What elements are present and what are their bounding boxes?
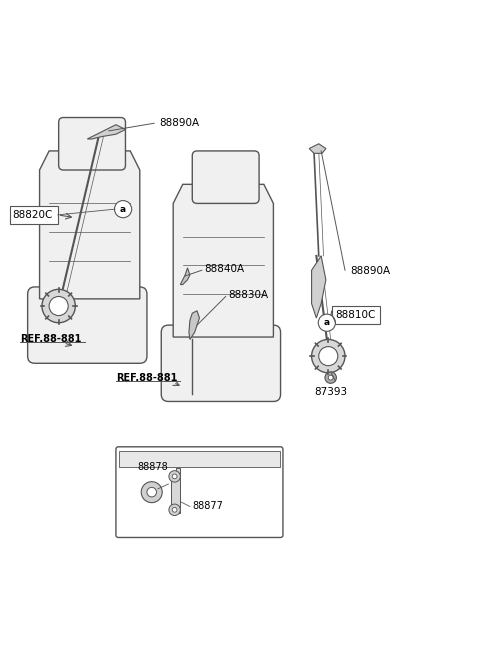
Circle shape (169, 471, 180, 482)
FancyBboxPatch shape (161, 325, 281, 402)
Text: 88840A: 88840A (204, 264, 244, 274)
Polygon shape (173, 184, 274, 337)
Text: 88890A: 88890A (350, 266, 390, 276)
Text: 88830A: 88830A (228, 290, 268, 300)
Polygon shape (171, 468, 180, 513)
Circle shape (312, 339, 345, 373)
Text: 88890A: 88890A (159, 119, 199, 128)
Polygon shape (312, 256, 326, 318)
Polygon shape (189, 310, 199, 339)
Circle shape (49, 297, 68, 316)
Circle shape (172, 508, 177, 512)
Text: 88820C: 88820C (12, 210, 53, 220)
Text: 87393: 87393 (314, 386, 347, 397)
Polygon shape (39, 151, 140, 299)
Text: 88810C: 88810C (336, 310, 376, 320)
Circle shape (42, 290, 75, 323)
Circle shape (169, 504, 180, 515)
Polygon shape (87, 124, 125, 139)
Text: a: a (130, 454, 136, 463)
Circle shape (325, 372, 336, 383)
FancyBboxPatch shape (59, 117, 125, 170)
Text: 88877: 88877 (192, 502, 223, 512)
Text: 88878: 88878 (137, 462, 168, 472)
Text: REF.88-881: REF.88-881 (21, 334, 82, 344)
FancyBboxPatch shape (332, 306, 380, 324)
FancyBboxPatch shape (10, 206, 58, 224)
Circle shape (115, 200, 132, 217)
Circle shape (172, 474, 177, 479)
Text: REF.88-881: REF.88-881 (116, 373, 177, 383)
Circle shape (319, 346, 338, 365)
Circle shape (328, 375, 333, 380)
Text: a: a (120, 204, 126, 214)
Bar (119, 451, 280, 467)
Polygon shape (309, 143, 326, 153)
Circle shape (141, 481, 162, 502)
FancyBboxPatch shape (192, 151, 259, 204)
Circle shape (318, 314, 336, 331)
Polygon shape (180, 268, 190, 284)
FancyBboxPatch shape (116, 447, 283, 538)
Text: a: a (324, 318, 330, 328)
Circle shape (147, 487, 156, 497)
Circle shape (124, 450, 141, 467)
FancyBboxPatch shape (28, 287, 147, 364)
